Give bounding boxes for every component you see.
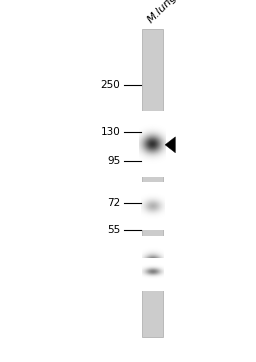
Text: 250: 250 <box>101 80 120 90</box>
Text: 72: 72 <box>107 198 120 208</box>
Polygon shape <box>165 137 175 153</box>
Text: M.lung: M.lung <box>145 0 179 25</box>
Bar <box>142 29 163 337</box>
Text: 55: 55 <box>107 225 120 235</box>
Text: 130: 130 <box>101 127 120 137</box>
Text: 95: 95 <box>107 156 120 166</box>
